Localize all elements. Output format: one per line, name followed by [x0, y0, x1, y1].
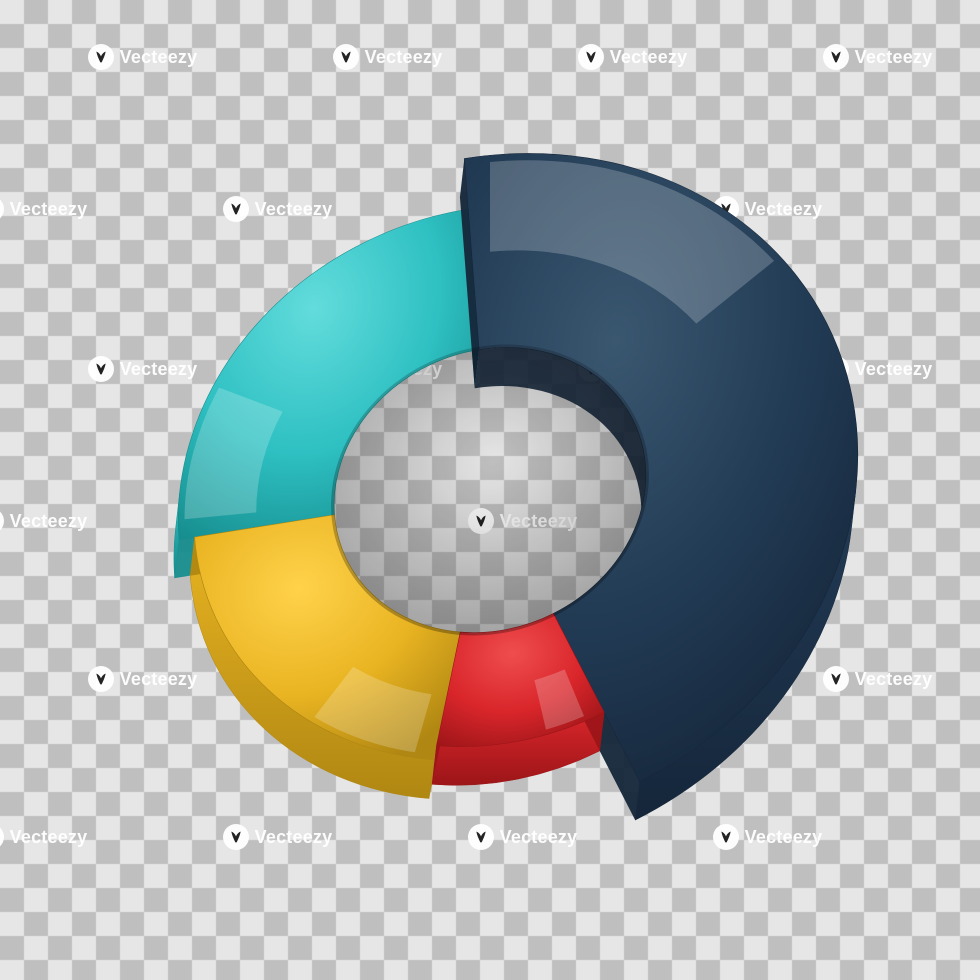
stage: VecteezyVecteezyVecteezyVecteezyVecteezy…: [0, 0, 980, 980]
donut-chart: [0, 78, 980, 902]
